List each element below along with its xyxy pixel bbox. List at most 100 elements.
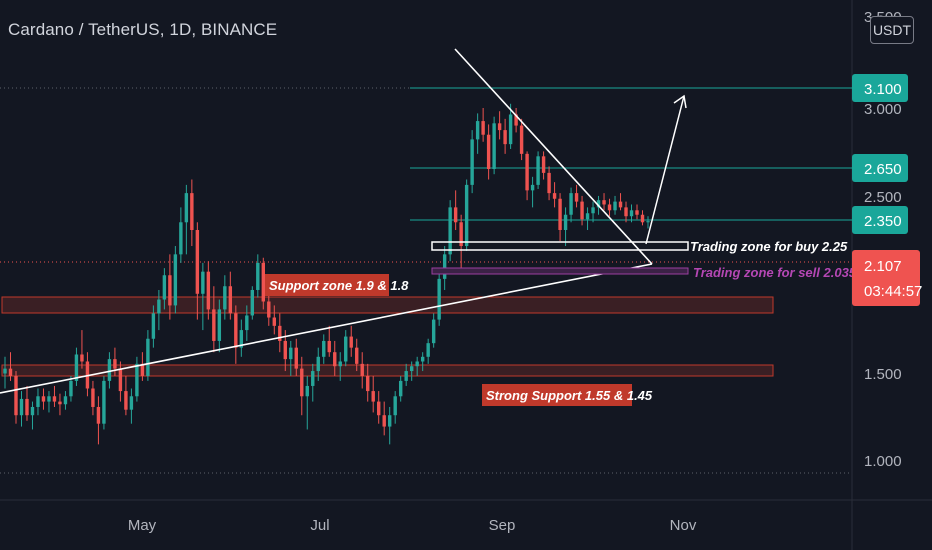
candle-body	[256, 262, 260, 290]
candle-body	[289, 347, 293, 360]
candle	[19, 391, 24, 427]
candle-body	[448, 207, 452, 255]
candle	[107, 352, 112, 389]
candle	[173, 246, 178, 314]
candle-body	[228, 286, 233, 314]
candle	[640, 210, 645, 226]
candle-body	[19, 398, 24, 416]
candle	[102, 375, 106, 430]
candle	[492, 116, 496, 175]
time-tick-label: Nov	[670, 517, 697, 534]
candle	[168, 254, 172, 320]
price-tag-3.100: 3.100	[852, 74, 908, 102]
candle-body	[195, 230, 200, 294]
candle-body	[409, 366, 414, 372]
candle-body	[8, 368, 13, 376]
price-tag-bg	[852, 74, 908, 102]
candle	[289, 340, 293, 376]
candle	[404, 363, 408, 386]
candle-body	[377, 401, 381, 416]
price-tag-bg	[852, 154, 908, 182]
candle	[239, 319, 244, 357]
candle-body	[14, 375, 18, 416]
candle	[3, 356, 7, 389]
time-tick-label: Jul	[310, 517, 329, 534]
candle	[497, 111, 502, 140]
candle-body	[360, 363, 364, 376]
candle	[162, 268, 167, 310]
candle	[448, 200, 452, 262]
strong-support-label-text: Strong Support 1.55 & 1.45	[486, 388, 653, 403]
candle-body	[437, 278, 441, 320]
candle-body	[3, 368, 7, 374]
candle-body	[607, 204, 612, 211]
candle-body	[387, 415, 392, 427]
ascending-trendline	[0, 263, 653, 394]
candle	[635, 204, 639, 220]
candle-body	[492, 123, 496, 169]
candle	[602, 193, 606, 211]
candle-body	[514, 114, 518, 126]
candle-body	[624, 207, 628, 217]
candle-body	[129, 396, 134, 410]
price-tag-2.350: 2.350	[852, 206, 908, 234]
candle-body	[470, 139, 474, 185]
support-zone-1	[1, 296, 774, 314]
candle	[349, 325, 353, 357]
candle-body	[344, 336, 348, 362]
candle	[563, 207, 568, 247]
candle-body	[459, 222, 463, 247]
candle-body	[201, 271, 205, 294]
candle-body	[530, 184, 535, 191]
candle	[387, 406, 392, 445]
candle	[250, 286, 255, 320]
current-price-value: 2.107	[864, 258, 902, 275]
candle-body	[245, 315, 249, 331]
candle-body	[124, 391, 128, 410]
candle-body	[173, 254, 178, 306]
candle	[47, 391, 51, 413]
candle-body	[635, 210, 639, 215]
candle-body	[629, 210, 634, 217]
candle-body	[41, 396, 46, 402]
candle	[618, 193, 623, 211]
candle	[646, 216, 650, 229]
candle-body	[217, 309, 222, 341]
candle-body	[602, 200, 606, 205]
candle	[591, 201, 595, 223]
candle	[464, 179, 469, 251]
chart-title: Cardano / TetherUS, 1D, BINANCE	[8, 20, 278, 39]
strong-support-label-bg	[482, 384, 632, 406]
candle-body	[481, 121, 485, 135]
candle-body	[585, 213, 590, 220]
candle	[256, 254, 260, 298]
candle-body	[206, 271, 211, 310]
candle-body	[338, 361, 342, 367]
projection-arrow-line	[645, 95, 685, 245]
candle-body	[536, 156, 540, 185]
candle-body	[508, 114, 513, 145]
candle-body	[453, 207, 458, 223]
candle	[124, 375, 128, 416]
candle	[409, 361, 414, 381]
candle	[338, 352, 342, 381]
candle-body	[311, 371, 315, 386]
candle	[206, 261, 211, 320]
candle-body	[503, 130, 507, 145]
candle	[146, 330, 150, 381]
candle-body	[371, 391, 375, 402]
candle-body	[96, 406, 101, 424]
candle-body	[547, 172, 551, 194]
descending-trendline	[454, 48, 653, 265]
candle-body	[591, 207, 595, 214]
candle	[629, 204, 634, 223]
time-tick-label: Sep	[489, 517, 516, 534]
candle-body	[558, 198, 562, 231]
buy-zone-box	[431, 241, 689, 251]
candle-body	[305, 385, 309, 397]
currency-button[interactable]: USDT	[870, 16, 914, 44]
candle	[14, 371, 18, 424]
